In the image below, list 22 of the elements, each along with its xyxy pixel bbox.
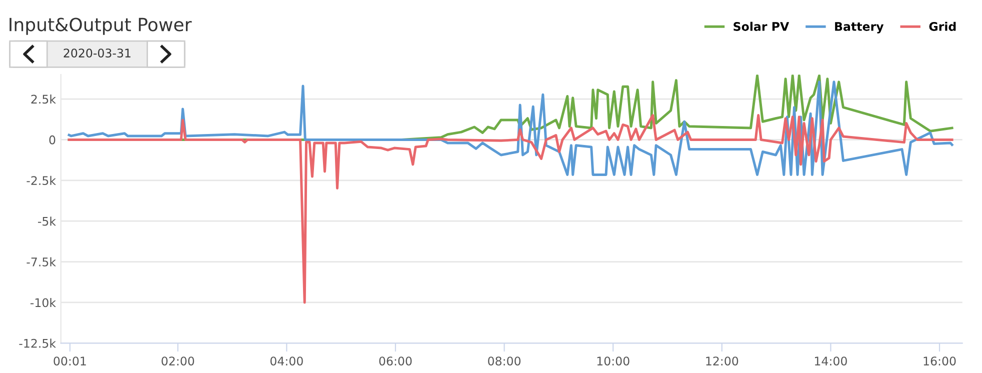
legend-label: Battery (835, 22, 884, 34)
x-tick-label: 12:00 (706, 356, 738, 366)
x-tick-label: 00:01 (54, 356, 86, 366)
x-tick-label: 10:00 (597, 356, 630, 366)
x-tick-label: 14:00 (814, 356, 847, 366)
x-tick-label: 08:00 (488, 356, 521, 366)
x-tick-label: 04:00 (270, 356, 303, 366)
line-series (68, 114, 954, 304)
x-tick-label: 02:00 (162, 356, 194, 366)
x-tick-label: 16:00 (924, 356, 956, 366)
legend-label: Grid (929, 22, 956, 31)
y-tick-label: -5k (38, 216, 56, 226)
y-tick-label: 2.5k (31, 94, 56, 104)
x-tick-label: 06:00 (379, 356, 412, 366)
y-tick-label: -7.5k (26, 257, 56, 266)
y-tick-label: -12.5k (19, 338, 56, 348)
chart-title: Input&Output Power (10, 18, 192, 35)
y-tick-label: -2.5k (26, 176, 56, 186)
y-tick-label: -10k (30, 298, 56, 308)
chart-subtitle: 2020-03-31 (64, 48, 130, 58)
legend-label: Solar PV (734, 22, 790, 31)
y-tick-label: 0 (49, 135, 56, 144)
